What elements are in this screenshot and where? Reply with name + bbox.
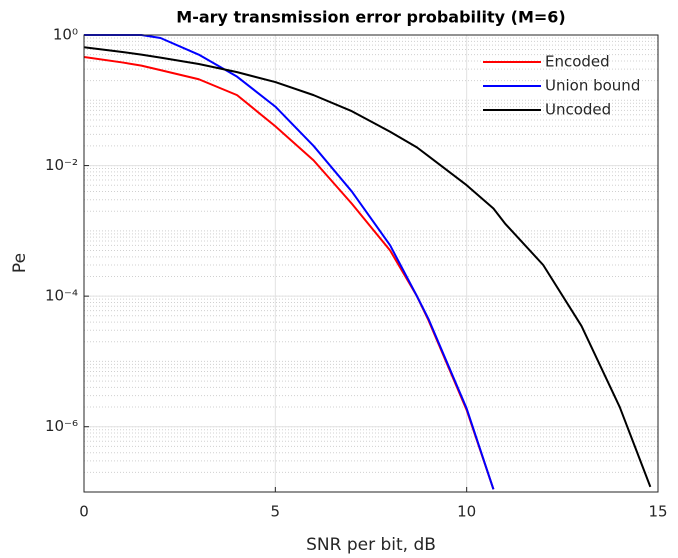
y-tick-label: 10⁻² <box>45 156 78 174</box>
plot-area <box>84 35 658 492</box>
x-tick-label: 15 <box>648 503 667 521</box>
series-line <box>84 46 652 488</box>
x-tick-label: 0 <box>79 503 89 521</box>
legend-label: Union bound <box>545 77 640 95</box>
x-tick-label: 5 <box>271 503 281 521</box>
y-tick-label: 10⁻⁴ <box>45 287 78 305</box>
legend-label: Uncoded <box>545 101 611 119</box>
y-tick-label: 10⁻⁶ <box>45 417 78 435</box>
plot-border <box>83 34 659 493</box>
x-tick-label: 10 <box>457 503 476 521</box>
y-axis-label: Pe <box>10 253 30 273</box>
y-tick-label: 10⁰ <box>53 26 78 44</box>
x-axis-label: SNR per bit, dB <box>306 535 436 555</box>
legend-label: Encoded <box>545 53 610 71</box>
chart-title: M-ary transmission error probability (M=… <box>176 8 565 27</box>
